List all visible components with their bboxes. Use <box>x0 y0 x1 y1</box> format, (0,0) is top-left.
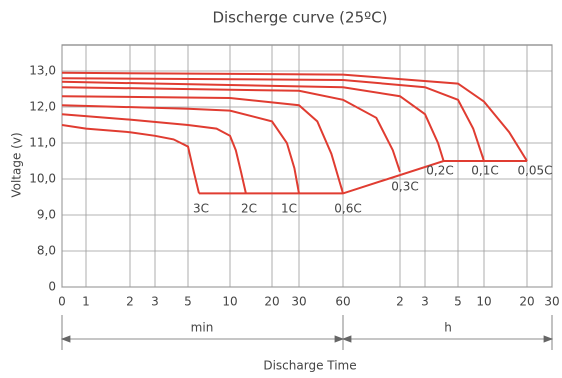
curve-label: 2C <box>241 202 257 216</box>
curve-label: 3C <box>193 202 209 216</box>
x-tick-label: 10 <box>222 295 237 309</box>
curve <box>61 80 445 162</box>
x-tick-label: 3 <box>421 295 429 309</box>
curve <box>61 124 200 194</box>
y-axis-label: Voltage (v) <box>10 132 24 197</box>
x-tick-label: 0 <box>58 295 66 309</box>
x-tick-label: 3 <box>151 295 159 309</box>
x-tick-label: 10 <box>476 295 491 309</box>
x-tick-label: 20 <box>264 295 279 309</box>
x-tick-label: 30 <box>544 295 559 309</box>
x-tick-label: 20 <box>519 295 534 309</box>
curve <box>61 86 401 173</box>
x-tick-label: 60 <box>335 295 350 309</box>
curve <box>61 71 528 162</box>
curve <box>61 95 344 194</box>
chart-title: Discherge curve (25ºC) <box>212 9 387 27</box>
curve-label: 0,05C <box>517 164 552 178</box>
curve-label: 0,6C <box>334 202 361 216</box>
curve <box>61 77 485 162</box>
y-tick-label: 8,0 <box>37 244 56 258</box>
x-tick-label: 5 <box>184 295 192 309</box>
y-tick-label: 10,0 <box>29 172 56 186</box>
x-tick-label: 2 <box>396 295 404 309</box>
y-tick-label: 12,0 <box>29 100 56 114</box>
x-axis-label: Discharge Time <box>263 359 356 373</box>
cutoff-line <box>199 160 527 195</box>
y-tick-label: 0 <box>48 280 56 294</box>
curve-label: 1C <box>281 202 297 216</box>
curve-label: 0,2C <box>426 164 453 178</box>
y-tick-label: 9,0 <box>37 208 56 222</box>
x-tick-label: 2 <box>126 295 134 309</box>
y-tick-label: 13,0 <box>29 64 56 78</box>
annotation: h <box>444 321 452 335</box>
y-tick-label: 11,0 <box>29 136 56 150</box>
curve-label: 0,3C <box>391 180 418 194</box>
x-tick-label: 30 <box>291 295 306 309</box>
x-tick-label: 1 <box>82 295 90 309</box>
x-tick-label: 5 <box>454 295 462 309</box>
curve-label: 0,1C <box>471 164 498 178</box>
time-span-arrows <box>60 315 554 350</box>
annotation: min <box>191 321 214 335</box>
curve <box>61 113 247 194</box>
curve <box>61 104 300 194</box>
